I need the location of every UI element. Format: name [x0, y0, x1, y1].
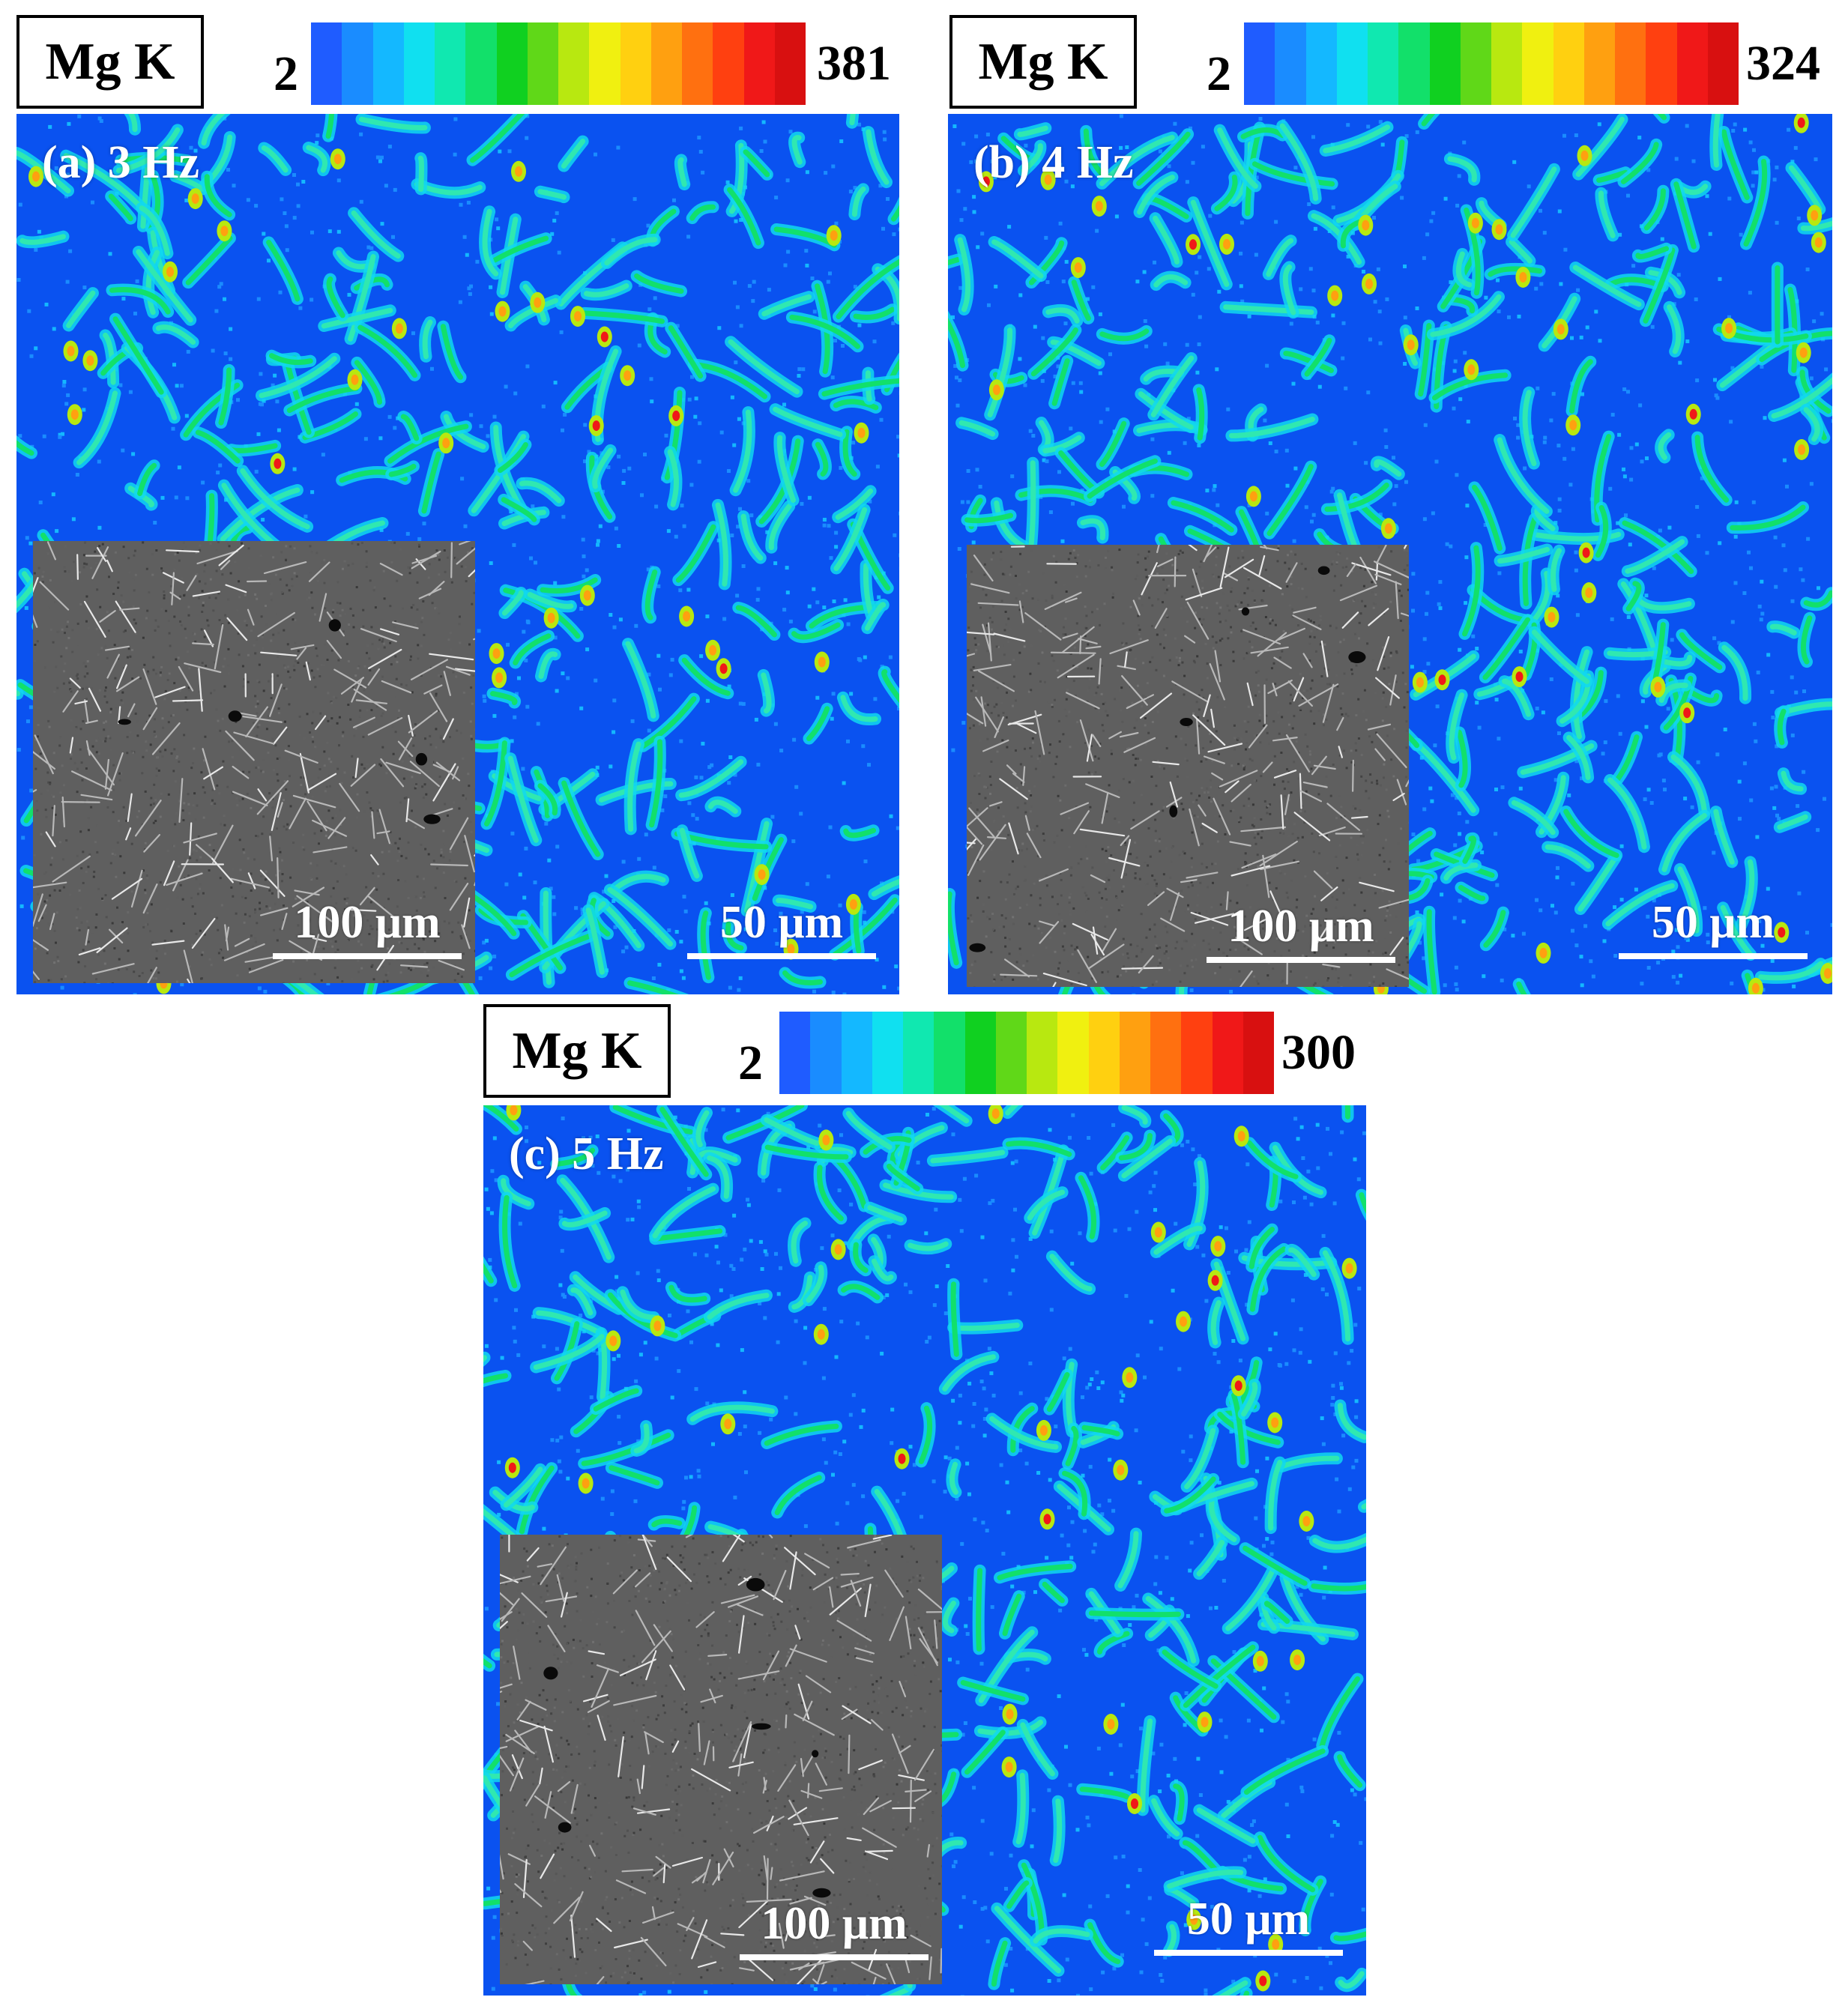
sem-inset-b: 100 μm — [967, 545, 1409, 987]
colorbar-segment — [774, 22, 806, 105]
colorbar-segment — [620, 22, 651, 105]
map-scalebar-b: 50 μm — [1619, 899, 1808, 959]
colorbar-segment — [1057, 1012, 1089, 1094]
colorbar-min-a: 2 — [274, 46, 298, 101]
colorbar-segment — [1707, 22, 1739, 105]
colorbar-segment — [1305, 22, 1337, 105]
inset-scalebar-c: 100 μm — [740, 1900, 928, 1960]
colorbar-segment — [589, 22, 620, 105]
inset-scale-label-a: 100 μm — [294, 897, 441, 948]
colorbar-segment — [903, 1012, 934, 1094]
colorbar-max-c: 300 — [1281, 1025, 1356, 1080]
colorbar-segment — [713, 22, 744, 105]
sem-texture — [33, 541, 475, 983]
colorbar-segment — [682, 22, 713, 105]
inset-scalebar-a: 100 μm — [273, 899, 462, 959]
sem-micrograph-c — [500, 1535, 942, 1984]
colorbar-segment — [1336, 22, 1368, 105]
map-scalebar-a: 50 μm — [687, 899, 876, 959]
colorbar-segment — [435, 22, 466, 105]
inset-scale-line-a — [273, 953, 462, 959]
colorbar-segment — [872, 1012, 903, 1094]
map-scale-line-b — [1619, 953, 1808, 959]
colorbar-segment — [1522, 22, 1553, 105]
colorbar-segment — [403, 22, 435, 105]
element-label-a: Mg K — [16, 15, 204, 109]
colorbar-segment — [342, 22, 373, 105]
panel-c: Mg K 2 300 (c) 5 Hz 100 μm 50 μm — [465, 997, 1386, 2006]
map-scale-label-c: 50 μm — [1186, 1894, 1311, 1945]
sem-micrograph-b — [967, 545, 1409, 987]
colorbar-segment — [527, 22, 558, 105]
colorbar-segment — [650, 22, 682, 105]
map-scalebar-c: 50 μm — [1154, 1896, 1343, 1956]
panel-a: Mg K 2 381 (a) 3 Hz 100 μm 50 μm — [0, 0, 914, 1004]
colorbar-segment — [558, 22, 590, 105]
colorbar-max-b: 324 — [1746, 36, 1820, 91]
colorbar-segment — [779, 1012, 811, 1094]
sem-texture — [500, 1535, 942, 1984]
colorbar-segment — [1460, 22, 1491, 105]
colorbar-segment — [1553, 22, 1584, 105]
colorbar-c — [779, 1012, 1274, 1094]
element-label-c: Mg K — [483, 1004, 671, 1098]
colorbar-segment — [496, 22, 528, 105]
sem-inset-a: 100 μm — [33, 541, 475, 983]
map-scale-label-a: 50 μm — [719, 897, 844, 948]
colorbar-segment — [1119, 1012, 1150, 1094]
inset-scalebar-b: 100 μm — [1207, 903, 1395, 963]
panel-label-a: (a) 3 Hz — [42, 137, 200, 188]
colorbar-segment — [1181, 1012, 1213, 1094]
colorbar-segment — [1088, 1012, 1120, 1094]
colorbar-segment — [1491, 22, 1523, 105]
map-scale-line-a — [687, 953, 876, 959]
map-scale-line-c — [1154, 1950, 1343, 1956]
panel-label-b: (b) 4 Hz — [973, 137, 1134, 188]
colorbar-segment — [810, 1012, 842, 1094]
colorbar-segment — [964, 1012, 996, 1094]
colorbar-min-b: 2 — [1207, 46, 1231, 101]
colorbar-b — [1244, 22, 1739, 105]
colorbar-segment — [311, 22, 342, 105]
colorbar-segment — [934, 1012, 965, 1094]
colorbar-segment — [1676, 22, 1708, 105]
colorbar-segment — [1398, 22, 1430, 105]
colorbar-segment — [995, 1012, 1027, 1094]
colorbar-segment — [1242, 1012, 1274, 1094]
mg-map-a: (a) 3 Hz 100 μm 50 μm — [16, 114, 899, 994]
colorbar-segment — [1275, 22, 1306, 105]
sem-inset-c: 100 μm — [500, 1535, 942, 1984]
panel-label-c: (c) 5 Hz — [509, 1129, 664, 1179]
colorbar-a — [311, 22, 806, 105]
colorbar-max-a: 381 — [817, 36, 891, 91]
colorbar-segment — [841, 1012, 872, 1094]
sem-texture — [967, 545, 1409, 987]
colorbar-segment — [1429, 22, 1461, 105]
inset-scale-label-b: 100 μm — [1228, 901, 1374, 952]
colorbar-segment — [372, 22, 404, 105]
colorbar-segment — [1583, 22, 1615, 105]
inset-scale-line-b — [1207, 957, 1395, 963]
mg-map-b: (b) 4 Hz 100 μm 50 μm — [948, 114, 1832, 994]
colorbar-segment — [1615, 22, 1646, 105]
colorbar-segment — [743, 22, 775, 105]
colorbar-segment — [1244, 22, 1275, 105]
sem-micrograph-a — [33, 541, 475, 983]
colorbar-segment — [1027, 1012, 1058, 1094]
colorbar-segment — [1368, 22, 1399, 105]
element-label-b: Mg K — [949, 15, 1137, 109]
colorbar-segment — [1150, 1012, 1182, 1094]
colorbar-min-c: 2 — [738, 1036, 763, 1090]
colorbar-segment — [1212, 1012, 1243, 1094]
colorbar-segment — [465, 22, 497, 105]
inset-scale-label-c: 100 μm — [761, 1898, 908, 1949]
inset-scale-line-c — [740, 1954, 928, 1960]
colorbar-segment — [1646, 22, 1677, 105]
panel-b: Mg K 2 324 (b) 4 Hz 100 μm 50 μm — [933, 0, 1848, 1004]
mg-map-c: (c) 5 Hz 100 μm 50 μm — [483, 1105, 1366, 1996]
map-scale-label-b: 50 μm — [1651, 897, 1775, 948]
